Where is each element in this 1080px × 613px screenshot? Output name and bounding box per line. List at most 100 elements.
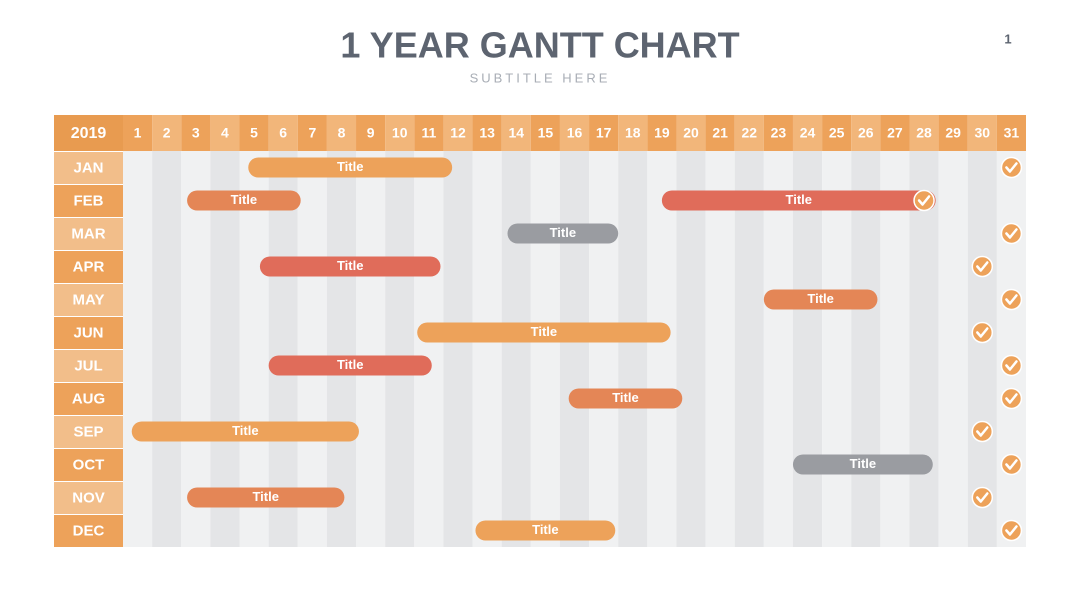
check-icon — [1000, 387, 1023, 410]
check-circle — [1000, 354, 1023, 377]
check-circle — [913, 189, 935, 212]
bar — [131, 421, 359, 442]
check-icon — [1000, 222, 1023, 245]
x-tick-label: 31 — [1004, 125, 1020, 141]
header-cell — [880, 115, 910, 151]
check-icon — [971, 420, 994, 443]
month-cell — [54, 416, 123, 448]
day-column — [123, 151, 153, 547]
header-cell — [297, 115, 327, 151]
y-tick-label: AUG — [72, 390, 105, 407]
header-cell — [647, 115, 677, 151]
x-tick-label: 18 — [625, 125, 641, 141]
check-circle — [1000, 288, 1023, 311]
day-column — [501, 151, 531, 547]
x-tick-label: 4 — [221, 125, 229, 141]
day-column — [909, 151, 939, 547]
x-tick-label: 26 — [858, 125, 874, 141]
header-cell — [385, 115, 415, 151]
x-tick-label: 27 — [887, 125, 903, 141]
x-tick-label: 9 — [367, 125, 375, 141]
header-cell — [676, 115, 706, 151]
x-tick-label: 10 — [392, 125, 408, 141]
x-tick-label: 19 — [654, 125, 670, 141]
day-column — [443, 151, 473, 547]
bar-label: Title — [550, 225, 577, 240]
check-icon — [971, 321, 994, 344]
month-cell — [54, 218, 123, 250]
bar — [417, 322, 671, 343]
check-icon — [971, 255, 994, 278]
check-circle — [1000, 453, 1023, 476]
bar-label: Title — [231, 192, 258, 207]
x-tick-label: 15 — [538, 125, 554, 141]
x-tick-label: 2 — [163, 125, 171, 141]
check-icon — [1000, 156, 1023, 179]
day-column — [181, 151, 211, 547]
bar — [507, 223, 619, 244]
day-column — [356, 151, 386, 547]
x-tick-label: 28 — [916, 125, 932, 141]
day-column — [210, 151, 240, 547]
month-cell — [54, 482, 123, 514]
day-column — [618, 151, 648, 547]
day-column — [297, 151, 327, 547]
x-tick-label: 17 — [596, 125, 612, 141]
bar-label: Title — [232, 423, 259, 438]
month-cell — [54, 350, 123, 382]
header-cell — [559, 115, 590, 151]
day-column — [705, 151, 735, 547]
day-column — [822, 151, 852, 547]
month-cell — [54, 317, 123, 349]
header-cell — [472, 115, 502, 151]
y-tick-label: OCT — [73, 456, 105, 473]
month-cell — [54, 185, 123, 217]
y-tick-label: JUN — [73, 324, 103, 341]
header-cell — [792, 115, 823, 151]
bar-label: Title — [850, 456, 877, 471]
header-cell — [356, 115, 386, 151]
header-cell — [763, 115, 793, 151]
bar — [475, 520, 616, 541]
x-tick-label: 5 — [250, 125, 258, 141]
y-tick-label: JAN — [73, 159, 103, 176]
check-mark — [976, 261, 989, 272]
day-column — [268, 151, 298, 547]
check-mark — [976, 327, 989, 338]
day-column — [152, 151, 182, 547]
x-tick-label: 14 — [508, 125, 524, 141]
day-column — [589, 151, 619, 547]
x-tick-label: 16 — [567, 125, 583, 141]
x-tick-label: 23 — [771, 125, 787, 141]
day-column — [385, 151, 415, 547]
x-tick-label: 7 — [308, 125, 316, 141]
check-circle — [1000, 387, 1023, 410]
y-tick-label: FEB — [74, 192, 104, 209]
chart-title: 1 YEAR GANTT CHART — [340, 25, 739, 66]
check-icon — [1000, 453, 1023, 476]
day-column — [676, 151, 706, 547]
check-mark — [917, 195, 931, 206]
bar-label: Title — [807, 291, 834, 306]
y-tick-label: JUL — [74, 357, 102, 374]
bar — [187, 190, 301, 211]
day-column — [763, 151, 793, 547]
header-cell — [996, 115, 1026, 151]
header-cell — [268, 115, 298, 151]
header-cell — [822, 115, 852, 151]
check-mark — [1005, 360, 1018, 371]
day-column — [472, 151, 502, 547]
bar-label: Title — [786, 192, 813, 207]
day-column — [414, 151, 444, 547]
bar — [792, 454, 933, 475]
x-tick-label: 1 — [134, 125, 142, 141]
bar — [763, 289, 878, 310]
bar — [187, 487, 345, 508]
x-tick-label: 6 — [279, 125, 287, 141]
y-tick-label: MAY — [73, 291, 105, 308]
day-column — [851, 151, 881, 547]
check-mark — [976, 426, 989, 437]
x-tick-label: 11 — [421, 125, 436, 141]
check-circle — [971, 420, 994, 443]
